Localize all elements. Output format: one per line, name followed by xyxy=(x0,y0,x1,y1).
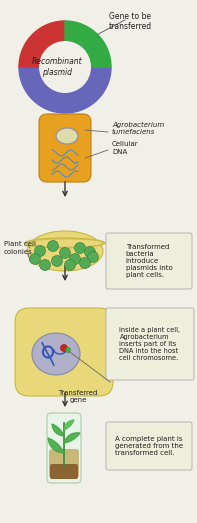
Ellipse shape xyxy=(28,240,102,246)
Circle shape xyxy=(47,241,59,252)
Polygon shape xyxy=(52,424,64,436)
FancyBboxPatch shape xyxy=(15,308,113,396)
Text: Gene to be
transferred: Gene to be transferred xyxy=(108,12,151,31)
Circle shape xyxy=(74,243,85,254)
Text: Recombinant
plasmid: Recombinant plasmid xyxy=(32,58,82,77)
Ellipse shape xyxy=(32,333,80,375)
Text: Cellular
DNA: Cellular DNA xyxy=(112,142,139,154)
Polygon shape xyxy=(19,21,65,67)
Text: A complete plant is
generated from the
transformed cell.: A complete plant is generated from the t… xyxy=(115,436,183,456)
FancyBboxPatch shape xyxy=(39,114,91,182)
Circle shape xyxy=(64,259,75,270)
Circle shape xyxy=(60,345,68,351)
Text: Transferred
gene: Transferred gene xyxy=(58,390,98,403)
Circle shape xyxy=(65,347,71,353)
Polygon shape xyxy=(19,67,65,113)
Text: Inside a plant cell,
Agrobacterium
inserts part of its
DNA into the host
cell ch: Inside a plant cell, Agrobacterium inser… xyxy=(120,327,180,361)
FancyBboxPatch shape xyxy=(106,422,192,470)
Ellipse shape xyxy=(56,128,78,144)
Text: Plant cell
colonies: Plant cell colonies xyxy=(4,242,36,255)
Ellipse shape xyxy=(25,238,105,248)
Polygon shape xyxy=(48,438,64,453)
Circle shape xyxy=(40,259,50,270)
Ellipse shape xyxy=(39,41,91,93)
Text: Agrobacterium
tumefaciens: Agrobacterium tumefaciens xyxy=(112,121,164,134)
Circle shape xyxy=(30,254,41,265)
Circle shape xyxy=(80,257,90,268)
Circle shape xyxy=(85,246,96,257)
Polygon shape xyxy=(64,420,74,430)
FancyBboxPatch shape xyxy=(106,233,192,289)
Circle shape xyxy=(51,256,62,267)
Circle shape xyxy=(59,247,71,258)
Polygon shape xyxy=(64,433,80,443)
Ellipse shape xyxy=(27,231,103,271)
FancyBboxPatch shape xyxy=(106,308,194,380)
Text: Transformed
bacteria
introduce
plasmids into
plant cells.: Transformed bacteria introduce plasmids … xyxy=(126,244,172,278)
FancyBboxPatch shape xyxy=(47,413,81,483)
Circle shape xyxy=(70,254,81,265)
Circle shape xyxy=(87,252,98,263)
FancyBboxPatch shape xyxy=(49,449,79,478)
Polygon shape xyxy=(65,21,111,67)
Circle shape xyxy=(34,245,46,256)
Polygon shape xyxy=(65,67,111,113)
FancyBboxPatch shape xyxy=(50,464,78,479)
